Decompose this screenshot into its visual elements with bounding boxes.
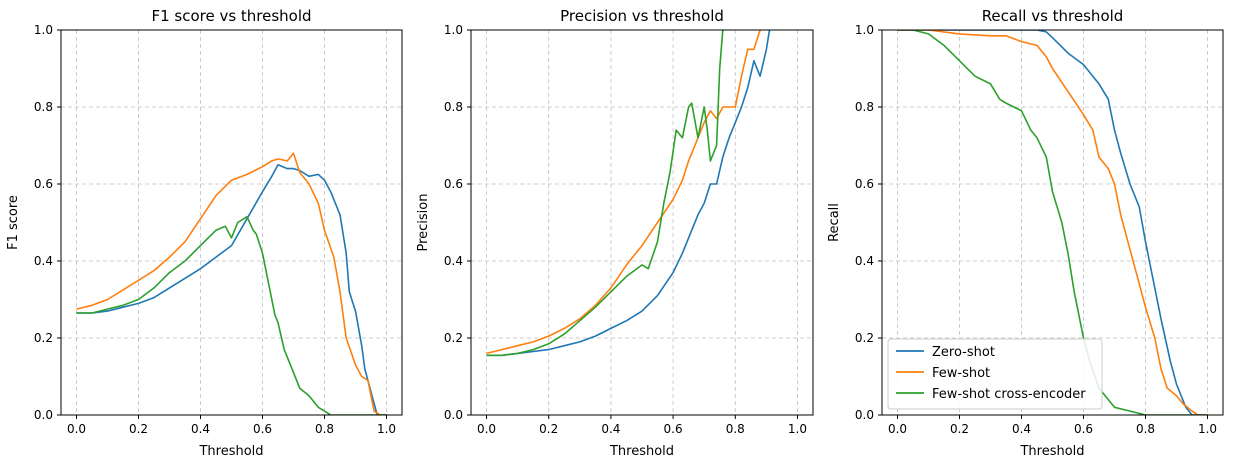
series-line-few-shot [897, 30, 1208, 415]
x-tick-label: 0.8 [315, 422, 334, 436]
y-tick-label: 0.6 [855, 177, 874, 191]
x-tick-label: 0.4 [191, 422, 210, 436]
y-tick-label: 0.2 [855, 331, 874, 345]
series-line-few-shot-cross-encoder [897, 30, 1208, 415]
series-line-few-shot [76, 152, 387, 415]
y-axis-label: Recall [827, 203, 842, 242]
y-tick-label: 1.0 [855, 23, 874, 37]
y-tick-label: 0.6 [444, 177, 463, 191]
y-axis-label: F1 score [6, 195, 21, 250]
y-tick-label: 0.2 [34, 331, 53, 345]
y-tick-label: 0.4 [34, 254, 53, 268]
x-tick-label: 0.0 [477, 422, 496, 436]
y-tick-label: 0.0 [444, 408, 463, 422]
x-tick-label: 0.4 [601, 422, 620, 436]
legend-entry: Few-shot [932, 366, 990, 381]
legend-box [887, 338, 1103, 410]
x-tick-label: 1.0 [377, 422, 396, 436]
x-tick-label: 0.6 [253, 422, 272, 436]
x-tick-label: 0.8 [726, 422, 745, 436]
y-tick-label: 1.0 [444, 23, 463, 37]
x-tick-label: 1.0 [788, 422, 807, 436]
series-line-few-shot [486, 30, 761, 355]
x-axis-label: Threshold [609, 444, 674, 459]
chart-title: Precision vs threshold [560, 7, 724, 25]
x-tick-label: 0.6 [1074, 422, 1093, 436]
y-tick-label: 0.2 [444, 331, 463, 345]
y-tick-label: 0.8 [34, 100, 53, 114]
chart-title: Recall vs threshold [982, 7, 1124, 25]
x-tick-label: 0.8 [1136, 422, 1155, 436]
x-tick-label: 0.2 [539, 422, 558, 436]
y-tick-label: 0.6 [34, 177, 53, 191]
x-tick-label: 0.6 [664, 422, 683, 436]
y-axis-label: Precision [416, 193, 431, 251]
y-tick-label: 0.4 [444, 254, 463, 268]
x-tick-label: 0.2 [950, 422, 969, 436]
x-tick-label: 0.0 [888, 422, 907, 436]
legend-entry: Few-shot cross-encoder [932, 387, 1086, 402]
series-line-few-shot-cross-encoder [76, 215, 387, 415]
x-axis-label: Threshold [1019, 444, 1084, 459]
chart-panel-2: 0.0 0.2 0.4 0.6 0.8 1.0 0.0 0.2 0.4 0.6 0.8 1.0 Prec… [416, 7, 814, 459]
y-tick-label: 0.0 [855, 408, 874, 422]
x-tick-label: 1.0 [1198, 422, 1217, 436]
plot-frame [60, 29, 403, 416]
x-tick-label: 0.4 [1012, 422, 1031, 436]
chart-title: F1 score vs threshold [151, 7, 311, 25]
legend-entry: Zero-shot [932, 345, 995, 360]
legend: Zero-shot Few-shot Few-shot cross-encoder [887, 338, 1103, 410]
plot-frame [881, 29, 1224, 416]
y-tick-label: 0.4 [855, 254, 874, 268]
y-tick-label: 0.0 [34, 408, 53, 422]
x-tick-label: 0.2 [129, 422, 148, 436]
y-tick-label: 0.8 [855, 100, 874, 114]
plot-frame [470, 29, 814, 416]
series-line-zero-shot [897, 30, 1208, 415]
x-tick-label: 0.0 [67, 422, 86, 436]
chart-panel-1: 0.0 0.2 0.4 0.6 0.8 1.0 0.0 0.2 0.4 0.6 0.8 1.0 F1 s… [6, 7, 403, 459]
y-tick-label: 0.8 [444, 100, 463, 114]
series-line-zero-shot [76, 164, 387, 415]
series-line-zero-shot [486, 30, 771, 357]
chart-panel-3: 0.0 0.2 0.4 0.6 0.8 1.0 0.0 0.2 0.4 0.6 0.8 1.0 Reca… [827, 7, 1224, 459]
y-tick-label: 1.0 [34, 23, 53, 37]
series-line-few-shot-cross-encoder [486, 30, 724, 357]
x-axis-label: Threshold [198, 444, 263, 459]
